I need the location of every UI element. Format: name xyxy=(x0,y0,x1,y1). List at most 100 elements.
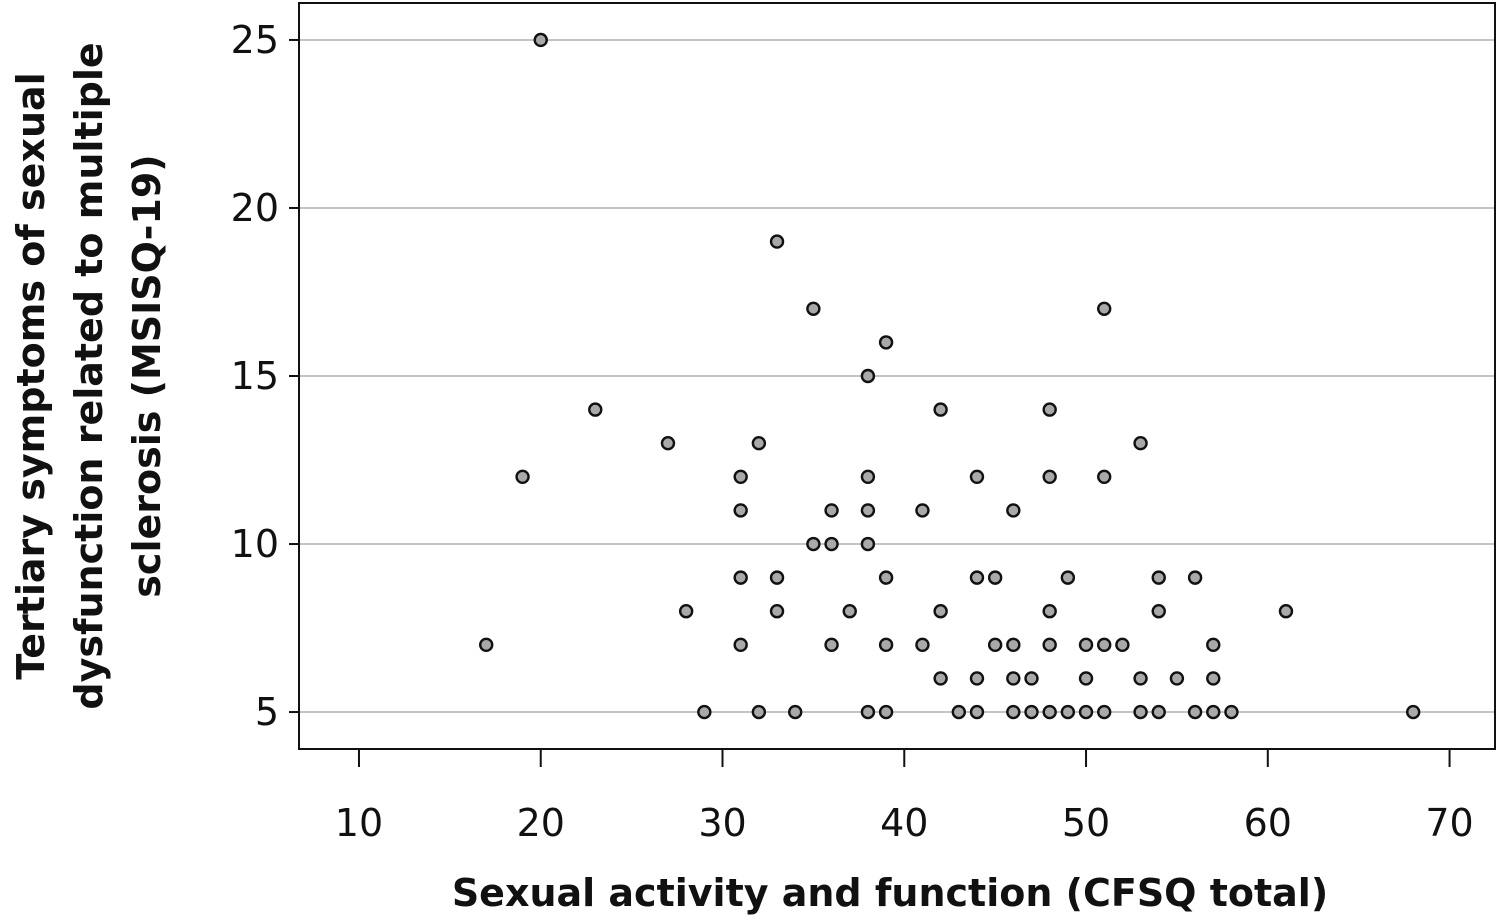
data-point xyxy=(806,301,821,316)
y-tick-label: 10 xyxy=(231,522,279,566)
data-point xyxy=(878,637,894,653)
y-axis-ticks: 5 10 15 20 25 xyxy=(231,18,299,734)
data-point xyxy=(733,469,748,485)
data-point xyxy=(1097,469,1112,485)
data-point xyxy=(969,469,985,485)
data-point xyxy=(1206,704,1221,720)
data-point xyxy=(678,604,694,619)
data-point xyxy=(1042,637,1057,653)
data-point xyxy=(1133,436,1148,451)
data-point xyxy=(1042,402,1057,417)
y-tick-label: 15 xyxy=(231,354,279,398)
data-point xyxy=(1024,671,1039,686)
data-point xyxy=(1006,637,1021,653)
y-axis-title-line: dysfunction related to multiple xyxy=(67,42,111,709)
data-point xyxy=(733,570,748,585)
data-point xyxy=(860,469,876,485)
data-point xyxy=(733,637,748,653)
data-point xyxy=(1006,704,1021,720)
data-point xyxy=(1187,704,1203,720)
data-point xyxy=(878,704,894,720)
data-point xyxy=(1169,671,1185,686)
data-point xyxy=(1278,604,1294,619)
data-point xyxy=(1133,704,1148,720)
data-point xyxy=(697,704,712,720)
data-point xyxy=(969,704,985,720)
data-point xyxy=(1206,637,1221,653)
data-point xyxy=(1078,637,1094,653)
data-point xyxy=(1133,671,1148,686)
data-point xyxy=(860,704,876,720)
data-point xyxy=(951,704,966,720)
data-point xyxy=(1151,604,1166,619)
y-tick-label: 20 xyxy=(231,186,279,230)
data-point xyxy=(479,637,494,653)
data-point xyxy=(860,536,876,552)
data-point xyxy=(1097,301,1112,316)
data-point xyxy=(1078,671,1094,686)
data-point xyxy=(769,604,785,619)
data-point xyxy=(1006,503,1021,518)
data-point xyxy=(915,503,930,518)
y-axis-title-line: Tertiary symptoms of sexual xyxy=(9,72,53,679)
data-point xyxy=(533,32,548,48)
data-point xyxy=(751,704,767,720)
data-point xyxy=(933,402,948,417)
data-point xyxy=(987,637,1003,653)
data-point xyxy=(1406,704,1421,720)
x-tick-label: 40 xyxy=(880,801,928,845)
data-point xyxy=(1206,671,1221,686)
data-point xyxy=(860,368,876,384)
x-tick-label: 60 xyxy=(1244,801,1292,845)
data-point xyxy=(878,335,894,350)
data-point xyxy=(1024,704,1039,720)
data-point xyxy=(824,536,839,552)
data-point xyxy=(1187,570,1203,585)
data-point xyxy=(1097,637,1112,653)
y-axis-title: Tertiary symptoms of sexual dysfunction r… xyxy=(9,42,169,709)
data-point xyxy=(733,503,748,518)
data-point xyxy=(878,570,894,585)
data-point xyxy=(1060,704,1076,720)
data-point xyxy=(769,234,785,249)
data-point xyxy=(860,503,876,518)
data-point xyxy=(824,503,839,518)
data-point xyxy=(1060,570,1076,585)
data-point xyxy=(1224,704,1239,720)
data-point xyxy=(751,436,767,451)
data-point xyxy=(1151,570,1166,585)
x-tick-label: 20 xyxy=(517,801,565,845)
data-point xyxy=(588,402,603,417)
data-point xyxy=(1097,704,1112,720)
x-axis-ticks: 10 20 30 40 50 60 70 xyxy=(335,749,1474,845)
x-tick-label: 30 xyxy=(698,801,746,845)
grid-lines xyxy=(299,38,1495,714)
data-point xyxy=(1042,469,1057,485)
data-point xyxy=(915,637,930,653)
data-point xyxy=(1042,704,1057,720)
x-axis-title: Sexual activity and function (CFSQ total… xyxy=(452,871,1328,915)
x-tick-label: 10 xyxy=(335,801,383,845)
data-point xyxy=(1115,637,1130,653)
data-point xyxy=(788,704,803,720)
y-tick-label: 5 xyxy=(255,690,279,734)
y-axis-title-line: sclerosis (MSISQ-19) xyxy=(125,154,169,597)
data-point xyxy=(933,671,948,686)
data-point xyxy=(969,671,985,686)
data-point xyxy=(969,570,985,585)
data-point xyxy=(769,570,785,585)
y-tick-label: 25 xyxy=(231,18,279,62)
data-point xyxy=(1151,704,1166,720)
data-point xyxy=(806,536,821,552)
data-point xyxy=(660,436,676,451)
data-point xyxy=(1078,704,1094,720)
data-point xyxy=(1006,671,1021,686)
data-point xyxy=(842,604,857,619)
data-points xyxy=(479,32,1421,720)
data-point xyxy=(1042,604,1057,619)
data-point xyxy=(824,637,839,653)
data-point xyxy=(933,604,948,619)
x-tick-label: 70 xyxy=(1425,801,1473,845)
data-point xyxy=(987,570,1003,585)
